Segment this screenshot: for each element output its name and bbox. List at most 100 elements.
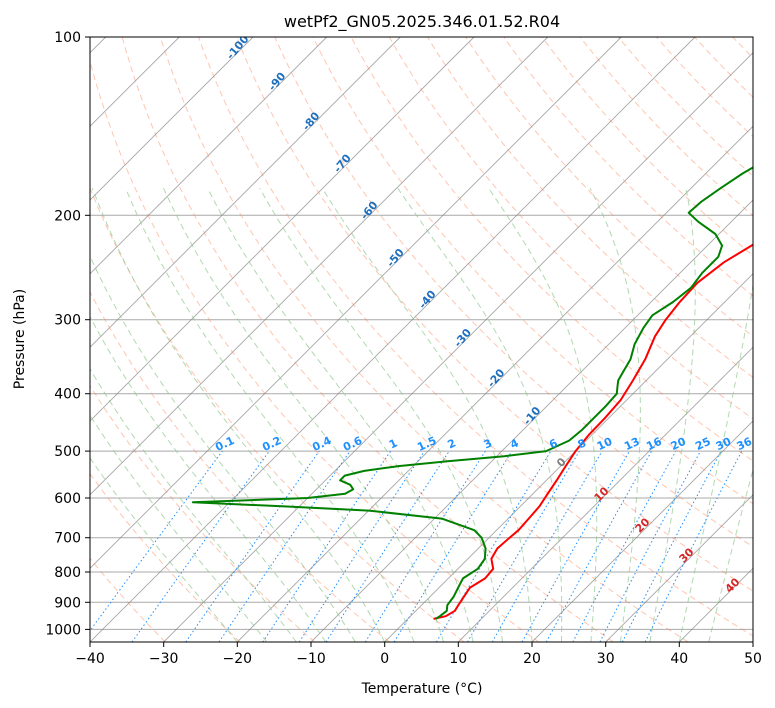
isotherm-line <box>90 37 475 422</box>
moist-adiabat-line <box>649 188 696 642</box>
y-tick-label: 1000 <box>45 622 81 638</box>
x-tick-label: 40 <box>670 651 688 667</box>
dry-adiabat-line <box>465 37 753 337</box>
x-tick-label: 10 <box>449 651 467 667</box>
y-tick-label: 900 <box>54 595 81 611</box>
mixing-ratio-line <box>621 450 722 642</box>
dry-adiabat-line <box>274 37 753 548</box>
isotherm-line <box>310 199 753 642</box>
dewpoint-line <box>191 166 753 620</box>
y-axis-ticks: 100 200 300 400 500 600 700 800 900 1000 <box>45 30 90 638</box>
isotherm-line <box>90 37 549 496</box>
dry-adiabat-label: -50 <box>384 246 407 270</box>
x-tick-label: 0 <box>380 651 389 667</box>
y-axis-label: Pressure (hPa) <box>12 289 28 389</box>
mixing-ratio-label: 36 <box>735 435 755 453</box>
dry-adiabat-line <box>388 37 753 420</box>
y-tick-label: 700 <box>54 531 81 547</box>
moist-adiabat-line <box>125 188 415 642</box>
isotherm-line <box>90 37 401 348</box>
x-tick-label: −40 <box>75 651 105 667</box>
x-tick-label: 50 <box>744 651 762 667</box>
dry-adiabat-line <box>236 37 753 592</box>
mixing-ratio-line <box>491 450 603 642</box>
dry-adiabat-line <box>426 37 753 378</box>
moist-adiabat-line <box>708 467 753 642</box>
dry-adiabat-line <box>90 472 241 642</box>
dry-adiabat-label: -10 <box>521 404 544 428</box>
isotherm-line <box>90 37 328 275</box>
dry-adiabat-line <box>656 37 753 138</box>
mixing-ratio-line <box>364 450 486 642</box>
dry-adiabat-label: -70 <box>331 151 354 175</box>
dry-adiabat-label: -80 <box>300 109 323 133</box>
dry-adiabat-line <box>350 37 753 462</box>
x-tick-label: −20 <box>223 651 253 667</box>
mixing-ratio-label: 13 <box>622 435 641 453</box>
chart-title: wetPf2_GN05.2025.346.01.52.R04 <box>284 12 560 32</box>
dry-adiabat-line <box>617 37 753 177</box>
dry-adiabat-label: -60 <box>358 198 381 222</box>
mixing-ratio-lines <box>90 450 743 642</box>
dry-adiabat-label: -20 <box>485 366 508 390</box>
mixing-ratio-line <box>218 450 351 642</box>
mixing-ratio-label: 25 <box>693 435 712 453</box>
moist-adiabat-label: 30 <box>677 545 697 565</box>
mixing-ratio-label: 2 <box>446 436 458 451</box>
dry-adiabat-line <box>503 37 753 297</box>
dry-adiabat-line <box>771 37 775 642</box>
dry-adiabat-label: -30 <box>451 326 474 350</box>
mixing-ratio-line <box>131 450 270 642</box>
moist-adiabat-label: 40 <box>723 575 743 595</box>
isotherm-line <box>90 37 622 569</box>
sounding-series <box>191 166 753 620</box>
y-tick-label: 100 <box>54 30 81 46</box>
isotherm-line <box>236 125 753 642</box>
mixing-ratio-line <box>325 450 450 642</box>
mixing-ratio-label: 1 <box>387 436 399 451</box>
mixing-ratio-label: 30 <box>714 435 734 453</box>
dry-adiabat-line <box>90 186 465 642</box>
y-tick-label: 200 <box>54 208 81 224</box>
dry-adiabat-line <box>198 37 753 637</box>
isotherm-line <box>752 641 753 642</box>
isotherm-line <box>90 37 254 201</box>
mixing-ratio-line <box>90 450 223 632</box>
moist-adiabat-line <box>259 187 503 642</box>
moist-adiabat-label: 20 <box>633 515 653 535</box>
dry-adiabat-line <box>90 59 540 642</box>
y-tick-label: 400 <box>54 387 81 403</box>
x-tick-label: 20 <box>523 651 541 667</box>
y-tick-label: 500 <box>54 444 81 460</box>
mixing-ratio-line <box>572 450 677 642</box>
isotherm-line <box>163 52 753 642</box>
moist-adiabat-line <box>90 457 238 642</box>
moist-adiabat-line <box>397 187 563 642</box>
isotherm-line <box>90 37 696 642</box>
x-tick-label: 30 <box>597 651 615 667</box>
mixing-ratio-line <box>393 450 513 642</box>
mixing-ratio-line <box>521 450 630 642</box>
x-tick-label: −30 <box>149 651 179 667</box>
moist-adiabat-line <box>91 188 386 642</box>
dry-adiabat-line <box>732 37 753 59</box>
x-tick-label: −10 <box>296 651 326 667</box>
moist-adiabat-line <box>678 282 753 642</box>
moist-adiabat-line <box>90 414 268 642</box>
mixing-ratio-label: 4 <box>508 436 521 451</box>
mixing-ratio-line <box>545 450 653 642</box>
dry-adiabat-lines <box>90 37 775 642</box>
plot-area: -100-90-80-70-60-50-40-30-20-10010203040… <box>90 37 775 642</box>
moist-adiabat-line <box>163 187 445 642</box>
moist-adiabat-line <box>321 187 533 642</box>
isotherm-line <box>384 273 753 642</box>
y-tick-label: 600 <box>54 491 81 507</box>
isobar-lines <box>90 37 753 630</box>
moist-adiabat-line <box>488 187 598 642</box>
dry-adiabat-label: -40 <box>416 288 439 312</box>
dry-adiabat-line <box>121 37 614 642</box>
plot-frame <box>89 36 754 643</box>
mixing-ratio-line <box>185 450 320 642</box>
isotherm-line <box>605 494 753 642</box>
